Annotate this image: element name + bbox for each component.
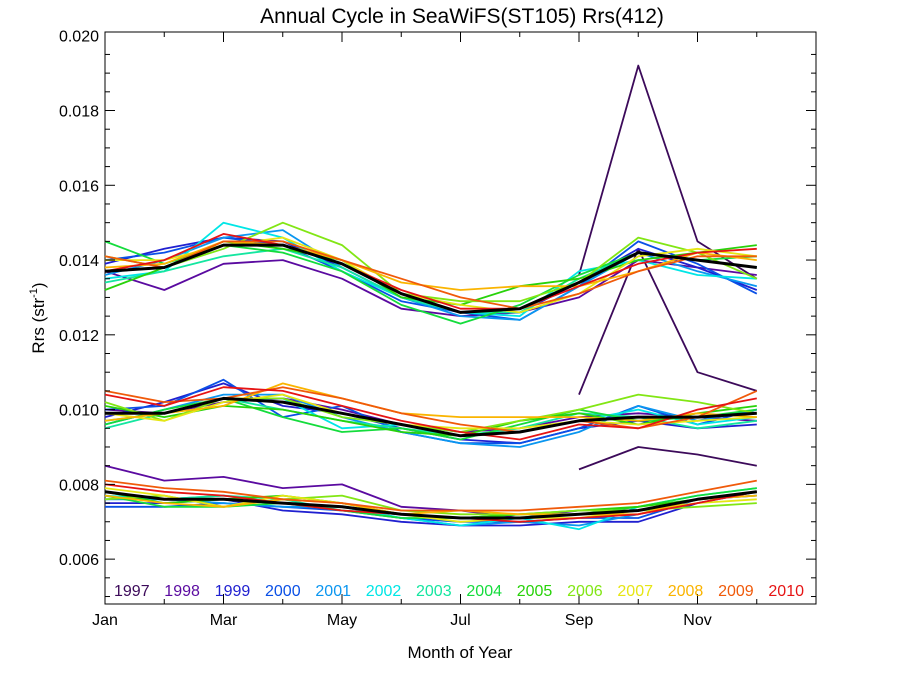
climatology-line-middle [105, 396, 757, 438]
y-tick-label: 0.010 [59, 403, 99, 420]
series-line-2010-upper [104, 233, 757, 310]
y-tick-label: 0.016 [59, 178, 99, 195]
legend-item-2005: 2005 [517, 583, 553, 600]
y-tick-label: 0.014 [59, 253, 99, 270]
legend-item-2001: 2001 [315, 583, 351, 600]
legend-item-2007: 2007 [617, 583, 653, 600]
legend: 1997 1998 1999 2000 2001 2002 2003 2004 2005 2006… [114, 583, 804, 600]
legend-item-2003: 2003 [416, 583, 452, 600]
legend-item-2008: 2008 [668, 583, 704, 600]
x-tick-label: May [327, 612, 357, 629]
legend-item-2004: 2004 [466, 583, 502, 600]
chart-title: Annual Cycle in SeaWiFS(ST105) Rrs(412) [260, 5, 664, 28]
legend-item-2000: 2000 [265, 583, 301, 600]
x-tick-label: Jul [450, 612, 470, 629]
legend-item-2006: 2006 [567, 583, 603, 600]
y-tick-label: 0.006 [59, 552, 99, 569]
climatology-line-lower [104, 490, 757, 520]
y-axis-title-main: Rrs (str [29, 298, 48, 354]
x-tick-label: Nov [683, 612, 711, 629]
climatology-line-upper [104, 243, 757, 314]
x-axis: Jan Mar May Jul Sep Nov [92, 32, 817, 629]
series-line-2009-middle [104, 386, 758, 433]
series-line-2009-lower [104, 479, 757, 512]
legend-item-1999: 1999 [215, 583, 251, 600]
legend-item-2010: 2010 [768, 583, 804, 600]
climatology-lines [104, 243, 757, 520]
x-tick-label: Jan [92, 612, 118, 629]
y-tick-label: 0.018 [59, 104, 99, 121]
series-line-2000-lower [105, 490, 757, 523]
series-line-2001-middle [104, 393, 757, 448]
series-line-1997-upper2 [578, 64, 758, 280]
y-axis-title-close: ) [29, 282, 48, 288]
y-axis: 0.006 0.008 0.010 0.012 0.014 0.016 0.018 0.020 [59, 29, 816, 598]
y-axis-title-superscript: -1 [28, 288, 40, 298]
y-axis-title: Rrs (str-1) [28, 282, 48, 353]
series-line-2010-middle [104, 386, 757, 441]
series-line-1997-middle [578, 446, 757, 471]
y-tick-label: 0.012 [59, 328, 99, 345]
series-line-2008-middle [104, 382, 757, 422]
y-tick-label: 0.020 [59, 29, 99, 46]
series-line-2006-upper [104, 221, 758, 303]
y-tick-label: 0.008 [59, 477, 99, 494]
x-tick-label: Mar [210, 612, 238, 629]
legend-item-1997: 1997 [114, 583, 150, 600]
legend-item-1998: 1998 [164, 583, 200, 600]
series-line-1997-upper [578, 247, 758, 395]
legend-item-2002: 2002 [366, 583, 402, 600]
series-line-2009-upper [104, 240, 757, 310]
x-axis-title: Month of Year [408, 643, 513, 662]
x-tick-label: Sep [565, 612, 594, 629]
legend-item-2009: 2009 [718, 583, 754, 600]
series-lines [104, 64, 758, 531]
